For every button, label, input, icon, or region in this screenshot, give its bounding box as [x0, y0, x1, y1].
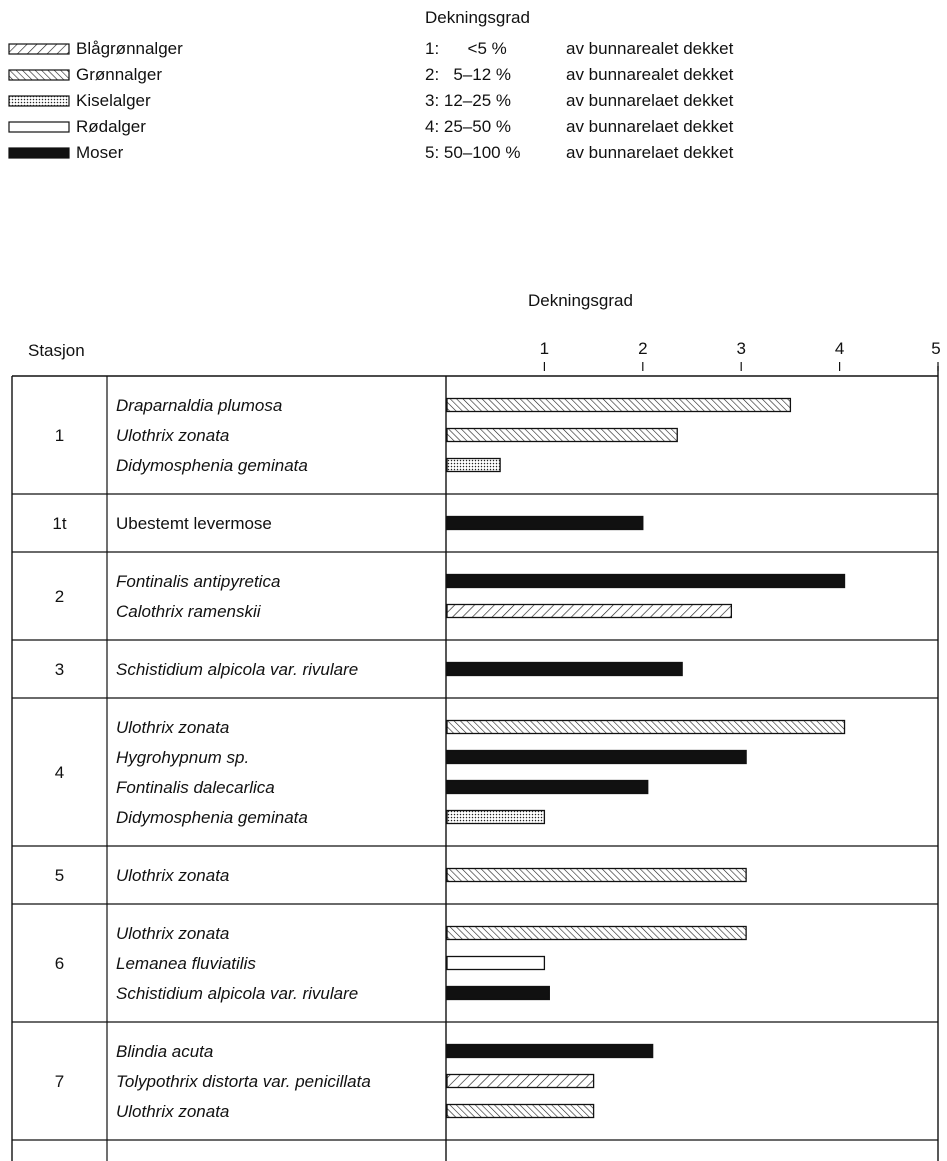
legend-label: Rødalger	[76, 117, 146, 136]
coverage-scale-key: Dekningsgrad 1: <5 % av bunnarealet dekke…	[425, 8, 733, 166]
legend-item: Kiselalger	[8, 88, 183, 114]
bar	[446, 603, 733, 619]
legend-swatch	[8, 43, 70, 55]
scale-key-range: 1: <5 %	[425, 39, 507, 58]
legend-swatch	[8, 147, 70, 159]
bar	[446, 719, 846, 735]
species-label: Ulothrix zonata	[116, 924, 229, 943]
legend-item: Rødalger	[8, 114, 183, 140]
scale-key-row: 1: <5 % av bunnarealet dekket	[425, 36, 733, 62]
bar	[446, 985, 550, 1001]
legend: Blågrønnalger Grønnalger Kiselalger Rødalge…	[8, 36, 183, 166]
x-tick-label: 3	[736, 339, 745, 358]
scale-key-row: 3: 12–25 % av bunnarelaet dekket	[425, 88, 733, 114]
species-label: Fontinalis antipyretica	[116, 572, 280, 591]
species-label: Calothrix ramenskii	[116, 602, 262, 621]
legend-label: Grønnalger	[76, 65, 162, 84]
chart-title: Dekningsgrad	[528, 291, 633, 310]
scale-key-range: 3: 12–25 %	[425, 91, 512, 110]
legend-item: Moser	[8, 140, 183, 166]
scale-key-text: av bunnarelaet dekket	[566, 117, 734, 136]
station-label: 1	[55, 426, 64, 445]
bar	[446, 867, 747, 883]
legend-swatch	[8, 69, 70, 81]
bar	[446, 1073, 595, 1089]
legend-item: Grønnalger	[8, 62, 183, 88]
bar	[446, 515, 644, 531]
bar	[446, 809, 546, 825]
species-label: Schistidium alpicola var. rivulare	[116, 984, 358, 1003]
legend-label: Kiselalger	[76, 91, 151, 110]
station-label: 7	[55, 1072, 64, 1091]
bar	[446, 457, 501, 473]
bar	[446, 925, 747, 941]
legend-item: Blågrønnalger	[8, 36, 183, 62]
species-label: Ulothrix zonata	[116, 1102, 229, 1121]
species-label: Ubestemt levermose	[116, 514, 272, 533]
station-label: 4	[55, 763, 64, 782]
species-label: Didymosphenia geminata	[116, 808, 308, 827]
species-label: Fontinalis dalecarlica	[116, 778, 275, 797]
scale-key-text: av bunnarelaet dekket	[566, 91, 734, 110]
bar	[446, 573, 846, 589]
scale-key-row: 4: 25–50 % av bunnarelaet dekket	[425, 114, 733, 140]
scale-key-text: av bunnarealet dekket	[566, 39, 734, 58]
legend-label: Blågrønnalger	[76, 39, 183, 58]
species-label: Ulothrix zonata	[116, 426, 229, 445]
scale-key-range: 2: 5–12 %	[425, 65, 512, 84]
species-label: Lemanea fluviatilis	[116, 954, 256, 973]
station-label: 5	[55, 866, 64, 885]
species-label: Hygrohypnum sp.	[116, 748, 249, 767]
station-table: 1 Draparnaldia plumosa Ulothrix zonata Didy…	[11, 366, 939, 1161]
station-label: 2	[55, 587, 64, 606]
legend-swatch	[8, 95, 70, 107]
species-label: Tolypothrix distorta var. penicillata	[116, 1072, 371, 1091]
species-label: Ulothrix zonata	[116, 718, 229, 737]
x-tick-label: 4	[835, 339, 844, 358]
scale-key-rows: 1: <5 % av bunnarealet dekket 2: 5–12 % av …	[425, 36, 733, 166]
x-tick-label: 2	[638, 339, 647, 358]
bar	[446, 749, 747, 765]
scale-key-text: av bunnarealet dekket	[566, 65, 734, 84]
station-header: Stasjon	[28, 341, 85, 360]
legend-label: Moser	[76, 143, 124, 162]
bar	[446, 779, 649, 795]
x-axis: 1 2 3 4 5	[540, 339, 941, 371]
species-label: Didymosphenia geminata	[116, 456, 308, 475]
bars	[446, 397, 846, 1119]
bar	[446, 397, 792, 413]
station-label: 3	[55, 660, 64, 679]
scale-key-row: 2: 5–12 % av bunnarealet dekket	[425, 62, 733, 88]
legend-swatch	[8, 121, 70, 133]
scale-key-range: 5: 50–100 %	[425, 143, 521, 162]
bar	[446, 427, 678, 443]
bar	[446, 661, 683, 677]
species-label: Draparnaldia plumosa	[116, 396, 282, 415]
scale-key-row: 5: 50–100 % av bunnarelaet dekket	[425, 140, 733, 166]
species-label: Ulothrix zonata	[116, 866, 229, 885]
scale-key-title: Dekningsgrad	[425, 8, 530, 27]
species-label: Blindia acuta	[116, 1042, 213, 1061]
bar	[446, 1043, 654, 1059]
bar	[446, 1103, 595, 1119]
species-label: Schistidium alpicola var. rivulare	[116, 660, 358, 679]
station-label: 6	[55, 954, 64, 973]
scale-key-range: 4: 25–50 %	[425, 117, 512, 136]
station-label: 1t	[52, 514, 66, 533]
x-tick-label: 1	[540, 339, 549, 358]
x-tick-label: 5	[931, 339, 940, 358]
bar	[446, 955, 546, 971]
scale-key-text: av bunnarelaet dekket	[566, 143, 734, 162]
